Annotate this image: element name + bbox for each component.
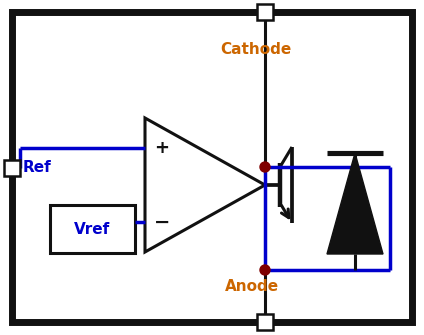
- Bar: [4, 160, 20, 176]
- Polygon shape: [327, 153, 383, 254]
- Text: Vref: Vref: [74, 221, 111, 237]
- Text: Cathode: Cathode: [220, 42, 291, 57]
- Text: Ref: Ref: [23, 160, 52, 176]
- Bar: [50, 205, 135, 253]
- Text: +: +: [154, 139, 170, 157]
- Bar: [257, 314, 273, 330]
- Text: −: −: [154, 212, 170, 231]
- Circle shape: [260, 162, 270, 172]
- Text: Anode: Anode: [225, 279, 279, 294]
- Circle shape: [260, 265, 270, 275]
- Bar: [257, 4, 273, 20]
